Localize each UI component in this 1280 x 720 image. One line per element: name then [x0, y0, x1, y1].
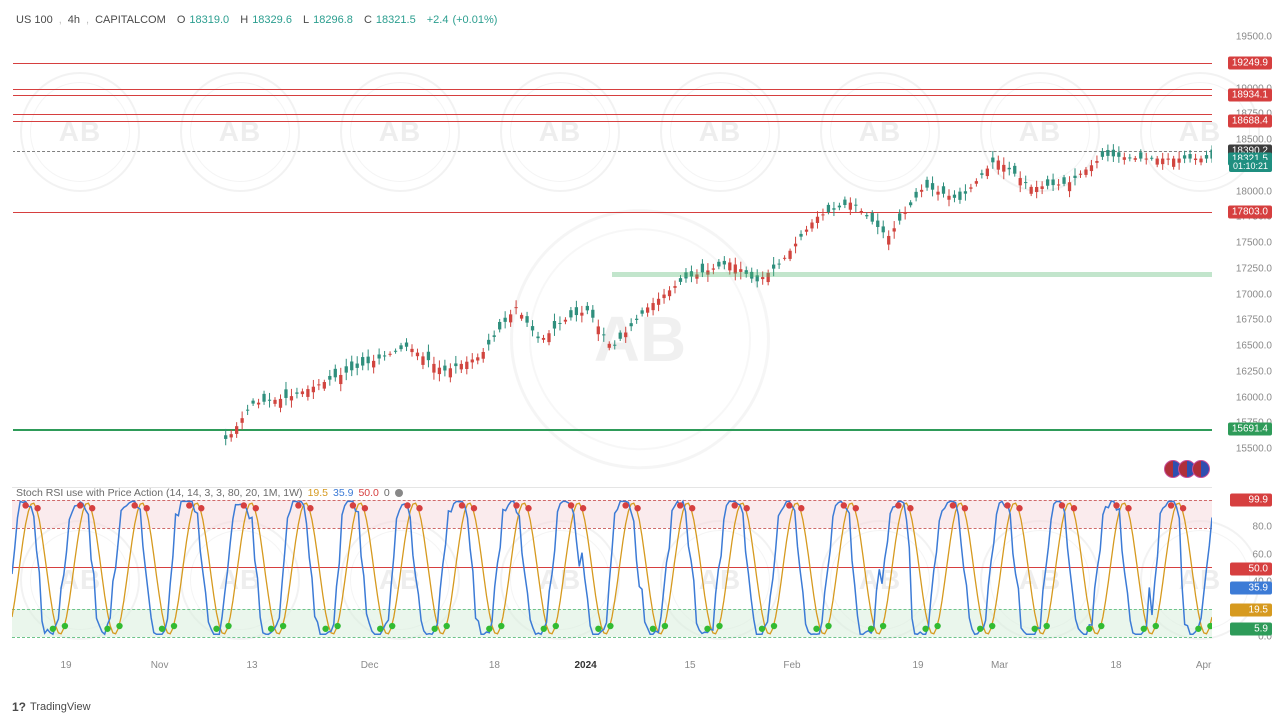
exchange-label[interactable]: CAPITALCOM — [95, 14, 166, 26]
change-pct-value: (+0.01%) — [452, 14, 497, 26]
y-tick-label: 18000.0 — [1214, 186, 1272, 197]
change-value: +2.4 — [427, 14, 449, 26]
dot-icon — [395, 489, 403, 497]
ind-level-box: 5.9 — [1230, 622, 1272, 635]
close-value: 18321.5 — [376, 14, 416, 26]
y-tick-label: 16000.0 — [1214, 392, 1272, 403]
x-tick-label: 15 — [684, 660, 695, 671]
y-tick-label: 16500.0 — [1214, 341, 1272, 352]
open-value: 18319.0 — [189, 14, 229, 26]
indicator-v3: 50.0 — [358, 487, 378, 499]
price-panel[interactable] — [12, 32, 1212, 480]
footer-brand[interactable]: 1? TradingView — [12, 700, 91, 714]
time-x-axis[interactable]: 19 Nov 13 Dec 18 2024 15 Feb 19 Mar 18 Apr — [12, 660, 1212, 680]
price-level-box: 01:10:21 — [1229, 160, 1272, 172]
x-tick-label: 19 — [60, 660, 71, 671]
price-level-box: 18688.4 — [1228, 114, 1272, 127]
indicator-title[interactable]: Stoch RSI use with Price Action (14, 14,… — [16, 487, 403, 499]
price-level-box: 19249.9 — [1228, 56, 1272, 69]
x-tick-label: Nov — [151, 660, 169, 671]
ind-level-box: 35.9 — [1230, 581, 1272, 594]
high-value: 18329.6 — [252, 14, 292, 26]
indicator-v1: 19.5 — [308, 487, 328, 499]
y-tick-label: 17000.0 — [1214, 289, 1272, 300]
price-y-axis[interactable]: 19500.019000.018750.018500.018250.018000… — [1214, 32, 1272, 480]
ind-y-tick: 80.0 — [1214, 522, 1272, 533]
low-value: 18296.8 — [313, 14, 353, 26]
price-level-box: 18934.1 — [1228, 89, 1272, 102]
indicator-panel[interactable]: Stoch RSI use with Price Action (14, 14,… — [12, 487, 1212, 647]
brand-text: TradingView — [30, 701, 91, 713]
y-tick-label: 19500.0 — [1214, 32, 1272, 43]
x-tick-label: 13 — [246, 660, 257, 671]
x-tick-label: Mar — [991, 660, 1008, 671]
ind-level-box: 19.5 — [1230, 604, 1272, 617]
x-tick-label: Dec — [361, 660, 379, 671]
x-tick-label: 2024 — [574, 660, 596, 671]
y-tick-label: 16750.0 — [1214, 315, 1272, 326]
corner-flag-icons — [1168, 460, 1210, 478]
indicator-name: Stoch RSI use with Price Action (14, 14,… — [16, 487, 303, 499]
x-tick-label: Feb — [783, 660, 800, 671]
indicator-y-axis[interactable]: 80.060.040.00.099.950.035.919.55.9 — [1214, 487, 1272, 647]
timeframe-label[interactable]: 4h — [68, 14, 80, 26]
y-tick-label: 15500.0 — [1214, 444, 1272, 455]
symbol-name[interactable]: US 100 — [16, 14, 53, 26]
indicator-v2: 35.9 — [333, 487, 353, 499]
y-tick-label: 17250.0 — [1214, 263, 1272, 274]
x-tick-label: 18 — [1110, 660, 1121, 671]
price-level-box: 17803.0 — [1228, 205, 1272, 218]
x-tick-label: 18 — [489, 660, 500, 671]
ind-level-box: 50.0 — [1230, 562, 1272, 575]
ind-y-tick: 60.0 — [1214, 549, 1272, 560]
tradingview-logo-icon: 1? — [12, 700, 26, 714]
y-tick-label: 17500.0 — [1214, 238, 1272, 249]
stoch-rsi-chart — [12, 487, 1212, 647]
x-tick-label: Apr — [1196, 660, 1212, 671]
chart-container: ABABABABABABABAB ABABABABABABABAB AB US … — [0, 0, 1280, 720]
price-level-box: 15691.4 — [1228, 423, 1272, 436]
symbol-ohlc-header: US 100, 4h, CAPITALCOM O18319.0 H18329.6… — [16, 14, 497, 26]
x-tick-label: 19 — [912, 660, 923, 671]
ind-level-box: 99.9 — [1230, 494, 1272, 507]
indicator-v4: 0 — [384, 487, 390, 499]
y-tick-label: 16250.0 — [1214, 366, 1272, 377]
